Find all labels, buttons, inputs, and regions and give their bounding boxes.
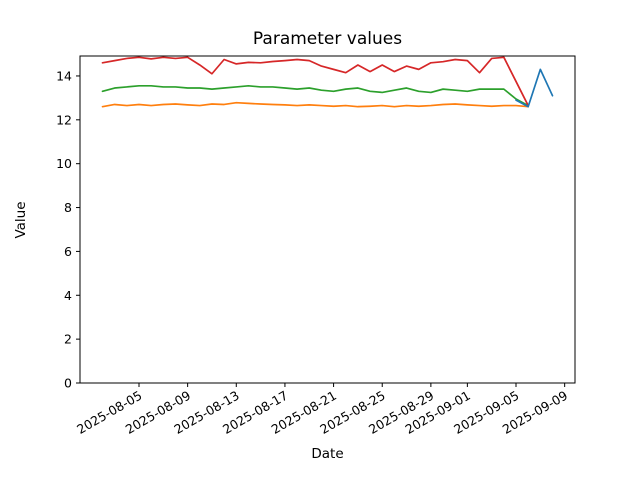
y-tick-label: 0: [64, 376, 72, 391]
x-axis-label: Date: [311, 446, 344, 462]
y-tick-label: 6: [64, 244, 72, 259]
y-tick-label: 4: [64, 288, 72, 303]
red-series-line: [101, 56, 530, 107]
y-tick-label: 2: [64, 332, 72, 347]
axes-spines: [79, 55, 576, 384]
green-series-line: [101, 84, 530, 107]
chart-title: Parameter values: [252, 29, 403, 49]
y-tick-label: 12: [56, 112, 72, 127]
y-tick-label: 14: [56, 68, 72, 83]
orange-series-line: [101, 101, 530, 108]
blue-series-line: [515, 68, 554, 108]
y-tick-label: 10: [56, 156, 72, 171]
y-axis-label: Value: [13, 201, 29, 239]
y-tick-label: 8: [64, 200, 72, 215]
